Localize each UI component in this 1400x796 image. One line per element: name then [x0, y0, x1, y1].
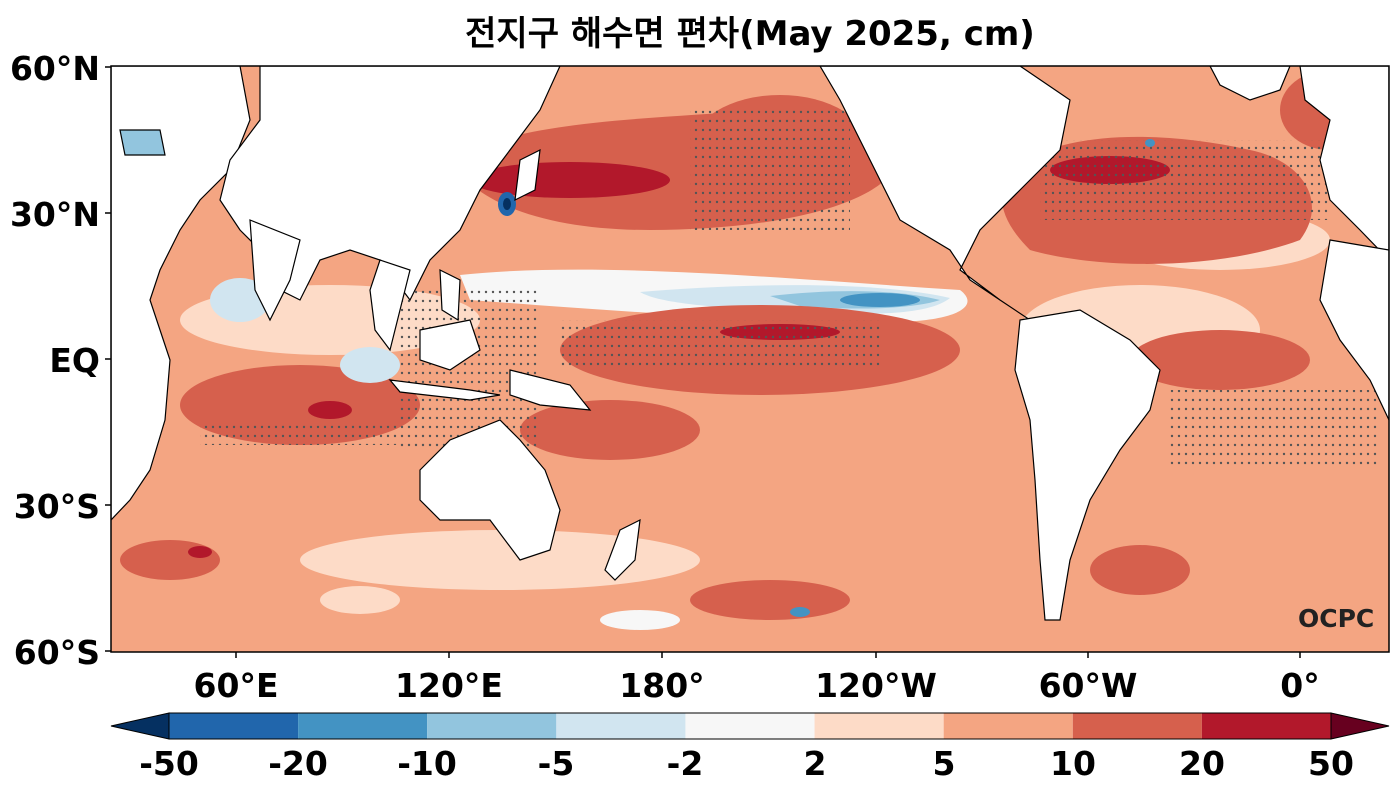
lat-label-eq: EQ — [49, 341, 100, 380]
landmasses — [111, 66, 1389, 621]
colorbar-segment — [298, 713, 428, 739]
colorbar-segment — [814, 713, 944, 739]
colorbar-tick-label: -50 — [139, 744, 199, 783]
ocpc-watermark: OCPC — [1298, 604, 1375, 633]
colorbar-over-arrow — [1330, 712, 1390, 740]
colorbar-tick-label: 5 — [932, 744, 956, 783]
map-title: 전지구 해수면 편차(May 2025, cm) — [465, 14, 1035, 54]
colorbar-segment — [685, 713, 815, 739]
colorbar-tick-label: 10 — [1050, 744, 1096, 783]
colorbar-segment — [427, 713, 557, 739]
colorbar-tick-label: 2 — [803, 744, 827, 783]
colorbar-tick-label: 20 — [1179, 744, 1225, 783]
lon-label-0: 0° — [1280, 666, 1320, 705]
colorbar-segment — [1072, 713, 1202, 739]
colorbar-segment — [1201, 713, 1331, 739]
lon-ticks — [235, 652, 1301, 658]
lon-label-180: 180° — [619, 666, 705, 705]
colorbar-segment — [556, 713, 686, 739]
lat-label-60s: 60°S — [13, 633, 100, 672]
lat-ticks — [105, 66, 111, 652]
colorbar-tick-label: -2 — [666, 744, 704, 783]
anomaly-field — [111, 66, 1389, 652]
colorbar-tick-label: -5 — [537, 744, 575, 783]
colorbar-segment — [169, 713, 299, 739]
lon-label-120w: 120°W — [815, 666, 937, 705]
lon-label-60w: 60°W — [1038, 666, 1138, 705]
colorbar-tick-label: -20 — [268, 744, 328, 783]
lat-label-30s: 30°S — [13, 487, 100, 526]
colorbar-under-arrow — [110, 712, 170, 740]
lon-label-60e: 60°E — [193, 666, 279, 705]
lon-label-120e: 120°E — [395, 666, 503, 705]
colorbar-segment — [943, 713, 1073, 739]
colorbar — [110, 712, 1390, 740]
colorbar-tick-label: -10 — [397, 744, 457, 783]
colorbar-border — [168, 712, 1332, 740]
colorbar-tick-label: 50 — [1308, 744, 1354, 783]
lat-label-60n: 60°N — [9, 49, 100, 88]
lat-label-30n: 30°N — [9, 195, 100, 234]
